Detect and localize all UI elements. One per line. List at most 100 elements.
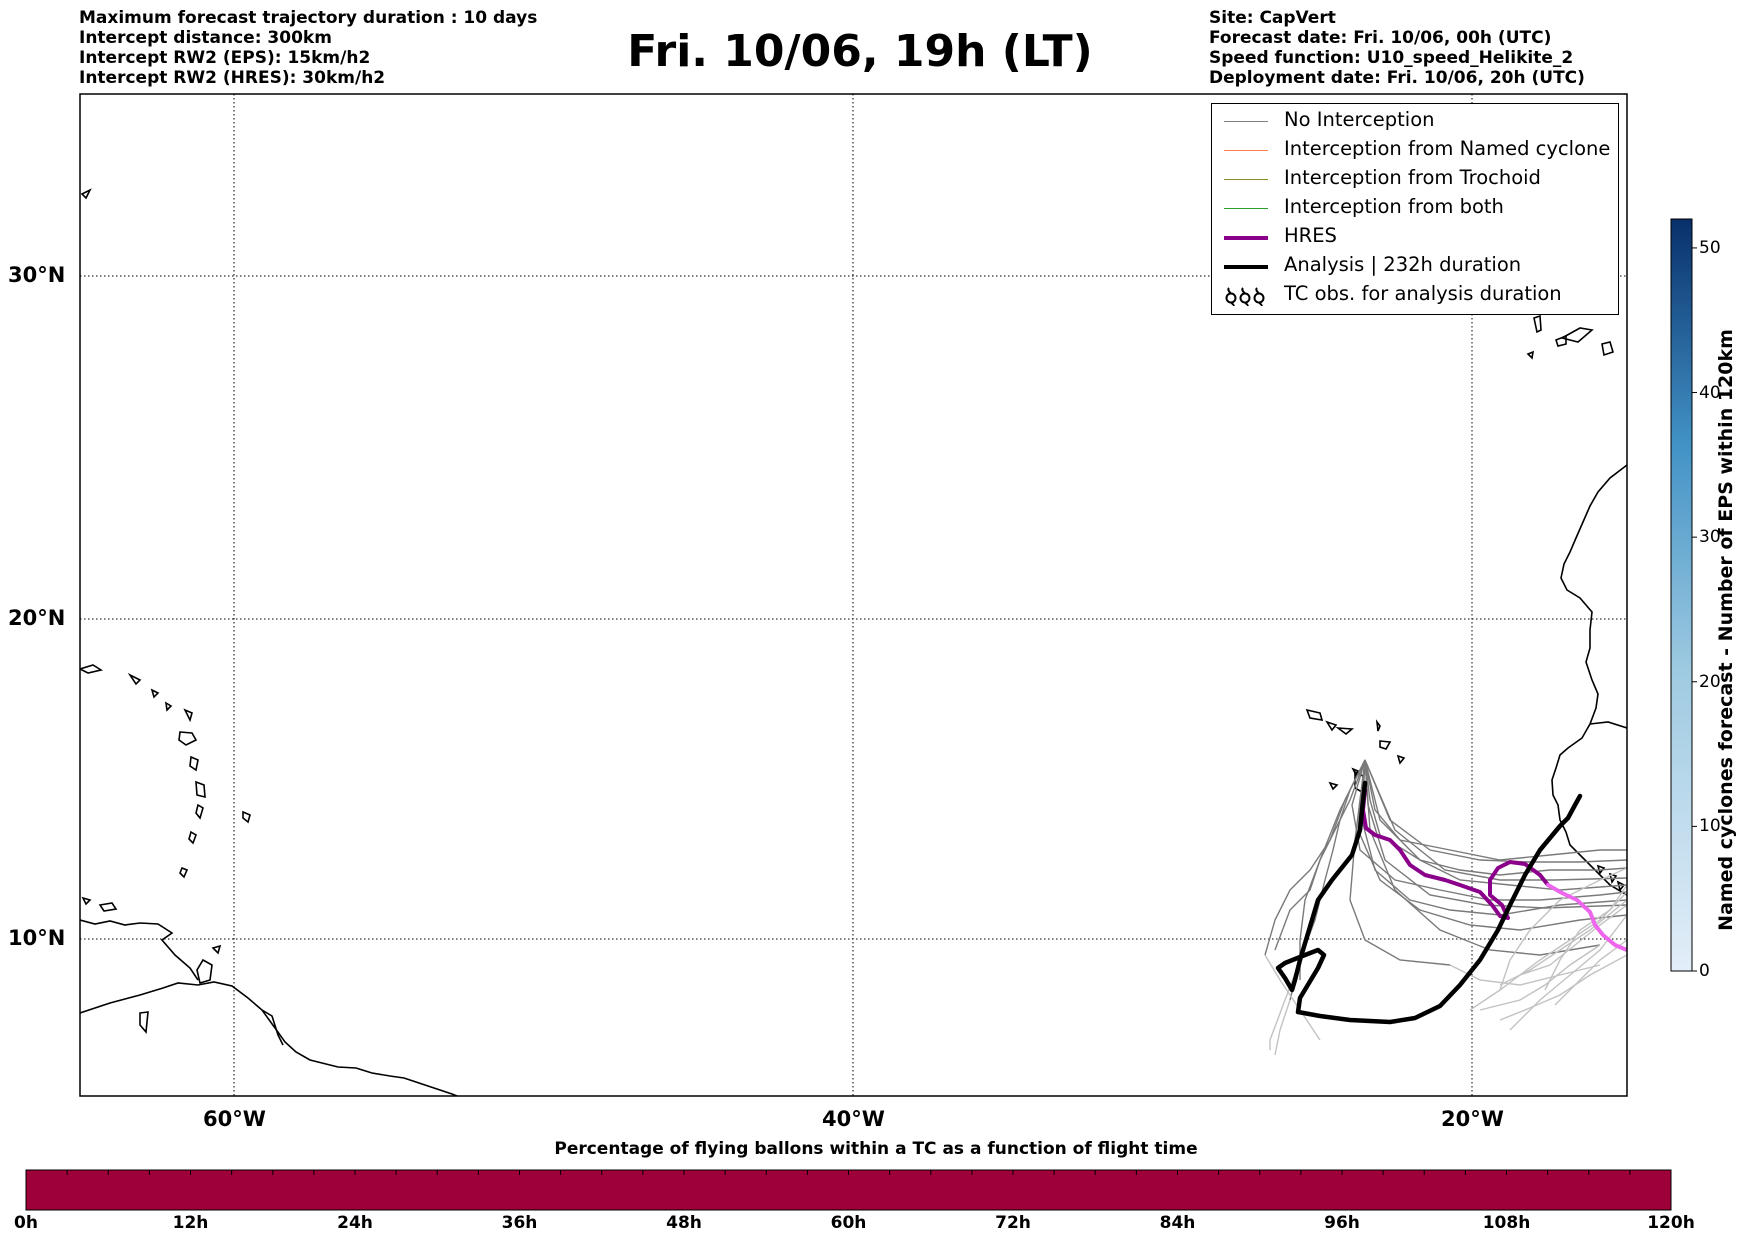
legend-swatch-both: [1224, 208, 1268, 209]
eps-track-late: [1264, 954, 1321, 1041]
vertical-colorbar-tick: 30: [1699, 527, 1721, 548]
header-right-line-2: Forecast date: Fri. 10/06, 00h (UTC): [1209, 28, 1552, 48]
vertical-colorbar-gradient: [1670, 218, 1693, 972]
eps-track: [1274, 759, 1366, 951]
eps-track: [1357, 759, 1627, 931]
vertical-colorbar: [1670, 218, 1693, 972]
horizontal-colorbar-tick: 48h: [666, 1213, 702, 1233]
page-title: Fri. 10/06, 19h (LT): [627, 26, 1093, 77]
hres-track-late: [1546, 883, 1627, 952]
horizontal-colorbar-tick: 72h: [995, 1213, 1031, 1233]
island-cv-boa-vista: [1379, 740, 1392, 750]
island-barbados: [242, 810, 251, 824]
eps-track-late: [1499, 867, 1627, 991]
island-guadeloupe: [178, 731, 198, 746]
west-africa-coastline: [1551, 464, 1627, 896]
vertical-colorbar-tick: 0: [1699, 961, 1710, 981]
horizontal-colorbar-tick: 24h: [337, 1213, 373, 1233]
header-left-line-3: Intercept RW2 (EPS): 15km/h2: [79, 48, 371, 68]
island-martinique: [195, 780, 206, 799]
island-gran-canaria: [1601, 341, 1614, 357]
horizontal-colorbar-bar: [25, 1169, 1672, 1211]
island-virgin: [127, 672, 142, 686]
legend-label: Interception from both: [1284, 195, 1504, 218]
island-cv-maio: [1396, 754, 1406, 765]
vertical-colorbar-title: Named cyclones forecast - Number of EPS …: [1715, 329, 1737, 931]
island-puerto-rico-east: [80, 664, 104, 674]
eps-trajectories: [1264, 759, 1627, 1056]
map-frame: [79, 93, 1628, 1097]
horizontal-colorbar-tick: 36h: [501, 1213, 538, 1233]
map-legend: No Interception Interception from Named …: [1211, 103, 1619, 315]
lat-label-20n: 20°N: [8, 606, 66, 630]
eps-track-late: [1274, 999, 1291, 1056]
legend-swatch-trochoid: [1224, 179, 1268, 180]
south-america-inner-coast: [261, 1009, 284, 1046]
horizontal-colorbar-tick: 84h: [1159, 1213, 1196, 1233]
cyclone-symbols-icon: [1225, 287, 1265, 306]
eps-track-late: [1269, 959, 1301, 1050]
eps-track-late: [1554, 939, 1627, 1006]
island-st-lucia: [195, 803, 204, 820]
island-cv-fogo: [1328, 781, 1339, 791]
header-right-line-3: Speed function: U10_speed_Helikite_2: [1209, 48, 1574, 68]
eps-track: [1351, 759, 1627, 901]
island-cv-santo-antao: [1305, 708, 1324, 721]
horizontal-colorbar-tick: 108h: [1482, 1213, 1531, 1233]
legend-label: TC obs. for analysis duration: [1284, 282, 1562, 305]
island-cv-sao-nicolau: [1335, 727, 1355, 736]
header-left-line-2: Intercept distance: 300km: [79, 28, 332, 48]
eps-track: [1364, 759, 1627, 881]
header-left-line-1: Maximum forecast trajectory duration : 1…: [79, 8, 538, 28]
hres-trajectory: [1361, 788, 1627, 952]
vertical-colorbar-tick: 40: [1699, 382, 1721, 403]
eps-track-late: [1544, 884, 1627, 991]
horizontal-colorbar-tick: 96h: [1324, 1213, 1360, 1233]
island-bermuda: [80, 188, 92, 200]
island-trinidad: [196, 958, 213, 985]
island-curacao: [98, 902, 118, 912]
legend-swatch-hres: [1224, 236, 1268, 240]
island-st-kitts: [164, 701, 173, 712]
header-right-line-4: Deployment date: Fri. 10/06, 20h (UTC): [1209, 68, 1585, 88]
legend-label: No Interception: [1284, 108, 1435, 131]
analysis-track: [1275, 780, 1583, 1025]
island-anguilla: [150, 688, 160, 699]
horizontal-colorbar-tick: 120h: [1647, 1213, 1695, 1233]
eps-track-late: [1479, 944, 1601, 1011]
horizontal-colorbar-tick: 0h: [14, 1213, 38, 1233]
vertical-colorbar-tick: 50: [1699, 237, 1721, 258]
eps-track: [1349, 759, 1451, 966]
island-grenada: [179, 866, 189, 879]
island-la-palma: [1533, 314, 1542, 334]
legend-swatch-analysis: [1224, 265, 1268, 269]
venezuela-coastline: [80, 919, 199, 981]
eps-track: [1361, 759, 1627, 916]
lon-label-40w: 40°W: [822, 1107, 885, 1131]
island-fuerteventura: [1559, 327, 1594, 343]
eps-track-late: [1519, 904, 1627, 976]
lon-label-20w: 20°W: [1441, 1107, 1504, 1131]
island-cv-sao-vicente: [1325, 720, 1338, 732]
eps-track-late: [1469, 891, 1627, 1011]
vertical-colorbar-tick: 20: [1699, 671, 1721, 692]
island-cv-brava: [1351, 767, 1360, 777]
legend-swatch-named-cyclone: [1224, 150, 1268, 151]
island-gomera: [1526, 350, 1535, 360]
eps-track: [1364, 759, 1627, 876]
hres-track: [1361, 788, 1550, 920]
horizontal-colorbar: [25, 1169, 1672, 1211]
lat-label-30n: 30°N: [8, 263, 66, 287]
legend-label: Analysis | 232h duration: [1284, 253, 1522, 276]
eps-track: [1364, 759, 1627, 863]
horizontal-colorbar-caption: Percentage of flying ballons within a TC…: [554, 1139, 1198, 1159]
vertical-colorbar-tick: 10: [1699, 816, 1721, 837]
south-america-coastline: [80, 981, 460, 1096]
island-margarita: [139, 1011, 149, 1034]
legend-swatch-no-interception: [1224, 121, 1268, 122]
eps-track: [1364, 759, 1627, 909]
lon-label-60w: 60°W: [203, 1107, 266, 1131]
horizontal-colorbar-tick: 60h: [830, 1213, 867, 1233]
legend-label: Interception from Named cyclone: [1284, 137, 1611, 160]
